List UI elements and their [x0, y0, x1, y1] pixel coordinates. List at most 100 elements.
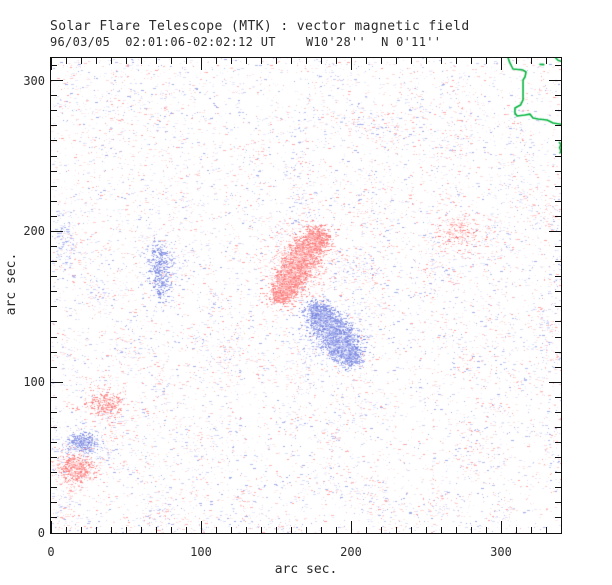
- x-tick-label: 0: [47, 545, 55, 559]
- tick-mark: [245, 527, 247, 533]
- tick-mark: [545, 527, 547, 533]
- tick-mark: [395, 527, 397, 533]
- tick-mark: [555, 291, 561, 293]
- tick-mark: [80, 527, 82, 533]
- tick-mark: [185, 527, 187, 533]
- tick-mark: [140, 527, 142, 533]
- plot-box: [50, 57, 562, 534]
- tick-mark: [350, 58, 352, 70]
- tick-mark: [110, 527, 112, 533]
- y-axis-title: arc sec.: [4, 252, 19, 316]
- tick-mark: [80, 58, 82, 64]
- tick-mark: [245, 58, 247, 64]
- tick-mark: [555, 487, 561, 489]
- tick-mark: [305, 527, 307, 533]
- tick-mark: [215, 58, 217, 64]
- tick-mark: [51, 291, 57, 293]
- tick-mark: [555, 411, 561, 413]
- tick-mark: [350, 521, 352, 533]
- tick-mark: [65, 527, 67, 533]
- tick-mark: [549, 80, 561, 82]
- tick-mark: [50, 521, 52, 533]
- tick-mark: [485, 58, 487, 64]
- tick-mark: [555, 95, 561, 97]
- tick-mark: [230, 527, 232, 533]
- tick-mark: [410, 527, 412, 533]
- tick-mark: [51, 336, 57, 338]
- tick-mark: [260, 527, 262, 533]
- tick-mark: [51, 155, 57, 157]
- tick-mark: [555, 457, 561, 459]
- tick-mark: [440, 58, 442, 64]
- tick-mark: [125, 527, 127, 533]
- tick-mark: [555, 125, 561, 127]
- tick-mark: [51, 110, 57, 112]
- tick-mark: [555, 502, 561, 504]
- tick-mark: [455, 58, 457, 64]
- tick-mark: [555, 351, 561, 353]
- tick-mark: [200, 521, 202, 533]
- tick-mark: [555, 110, 561, 112]
- tick-mark: [170, 58, 172, 64]
- tick-mark: [555, 426, 561, 428]
- tick-mark: [545, 58, 547, 64]
- tick-mark: [125, 58, 127, 64]
- tick-mark: [305, 58, 307, 64]
- x-tick-label: 200: [340, 545, 362, 559]
- tick-mark: [51, 366, 57, 368]
- tick-mark: [51, 276, 57, 278]
- tick-mark: [515, 527, 517, 533]
- tick-mark: [51, 246, 57, 247]
- tick-mark: [51, 487, 57, 489]
- tick-mark: [530, 58, 532, 64]
- tick-mark: [555, 185, 561, 187]
- tick-mark: [555, 366, 561, 368]
- tick-mark: [425, 527, 427, 533]
- tick-mark: [555, 517, 561, 519]
- tick-mark: [555, 140, 561, 142]
- tick-mark: [51, 80, 63, 82]
- tick-mark: [455, 527, 457, 533]
- tick-mark: [95, 527, 97, 533]
- tick-mark: [365, 58, 367, 64]
- tick-mark: [549, 381, 561, 383]
- tick-mark: [275, 527, 277, 533]
- tick-mark: [51, 502, 57, 504]
- tick-mark: [275, 58, 277, 64]
- tick-mark: [320, 58, 322, 64]
- tick-mark: [555, 170, 561, 172]
- tick-mark: [410, 58, 412, 64]
- tick-mark: [51, 411, 57, 413]
- tick-mark: [555, 306, 561, 308]
- tick-mark: [51, 472, 57, 474]
- tick-mark: [51, 426, 57, 428]
- tick-mark: [215, 527, 217, 533]
- tick-mark: [555, 261, 561, 263]
- tick-mark: [110, 58, 112, 64]
- tick-mark: [155, 527, 157, 533]
- tick-mark: [51, 170, 57, 172]
- tick-mark: [51, 457, 57, 459]
- tick-mark: [335, 58, 337, 64]
- tick-mark: [380, 58, 382, 64]
- tick-mark: [51, 140, 57, 142]
- tick-mark: [51, 306, 57, 308]
- tick-mark: [290, 58, 292, 64]
- tick-mark: [549, 532, 561, 534]
- magnetogram-canvas: [51, 58, 561, 533]
- tick-mark: [335, 527, 337, 533]
- tick-mark: [185, 58, 187, 64]
- y-tick-label: 200: [23, 224, 45, 239]
- tick-mark: [470, 58, 472, 64]
- plot-subtitle: 96/03/05 02:01:06-02:02:12 UT W10'28'' N…: [50, 35, 442, 49]
- tick-mark: [200, 58, 202, 70]
- tick-mark: [51, 261, 57, 263]
- plot-title: Solar Flare Telescope (MTK) : vector mag…: [50, 19, 470, 34]
- tick-mark: [51, 321, 57, 323]
- tick-mark: [555, 155, 561, 157]
- tick-mark: [51, 396, 57, 398]
- tick-mark: [170, 527, 172, 533]
- tick-mark: [530, 527, 532, 533]
- tick-mark: [51, 532, 63, 534]
- tick-mark: [51, 230, 63, 232]
